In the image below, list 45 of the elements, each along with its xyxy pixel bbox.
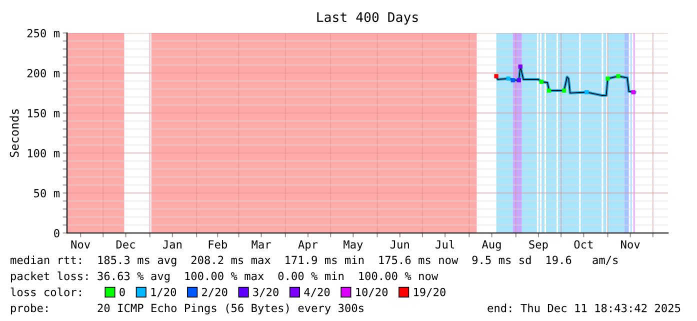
legend-label: 2/20	[202, 288, 228, 298]
y-tick-label: 100 m	[28, 149, 60, 158]
legend-label: 3/20	[253, 288, 278, 298]
x-tick-label: Nov	[621, 240, 640, 249]
y-tick-label: 200 m	[27, 69, 60, 78]
point	[631, 90, 636, 94]
text: end: Thu Dec 11 18:43:42 2025	[488, 304, 680, 312]
x-tick-label: Mar	[252, 240, 271, 249]
x-tick-label: Jun	[390, 240, 409, 249]
x-tick-label: Nov	[71, 240, 90, 249]
point	[606, 76, 610, 81]
point	[494, 74, 498, 78]
text: probe: 20 ICMP Echo Pings (56 Bytes) every 300s	[11, 304, 364, 314]
legend-label: 4/20	[304, 288, 330, 298]
point	[516, 78, 521, 82]
y-tick-label: 0	[54, 229, 60, 238]
point	[546, 88, 552, 93]
text: median rtt: 185.3 ms avg 208.2 ms max 171.9 ms min 175.6 ms now 9.5 ms sd 19.6 am/s	[10, 256, 618, 266]
y-tick-label: 150 m	[28, 109, 60, 118]
text: packet loss: 36.63 % avg 100.00 % max 0.00 % min 100.00 % now	[11, 272, 438, 282]
x-tick-label: Aug	[482, 240, 501, 251]
legend-label: 0	[120, 288, 125, 296]
point	[510, 78, 515, 82]
legend-label: 19/20	[414, 288, 446, 298]
x-tick-label: Oct	[574, 240, 593, 249]
legend-label: 10/20	[356, 288, 388, 298]
x-tick-label: May	[344, 240, 363, 251]
chart-title: Last 400 Days	[317, 12, 418, 25]
y-axis-title: Seconds	[10, 109, 19, 158]
point	[562, 88, 566, 93]
point	[518, 64, 522, 69]
point	[616, 74, 620, 78]
y-tick-label: 250 m	[27, 29, 60, 38]
x-tick-label: Apr	[298, 240, 318, 251]
point	[506, 76, 510, 81]
legend-label: 1/20	[151, 288, 176, 298]
x-tick-label: Jul	[436, 240, 454, 249]
x-tick-label: Sep	[529, 240, 548, 251]
y-tick-label: 50 m	[34, 189, 60, 198]
point	[539, 80, 544, 84]
point	[584, 90, 589, 94]
x-tick-label: Feb	[208, 240, 228, 249]
x-tick-label: Jan	[162, 240, 182, 249]
legend-title: loss color:	[10, 288, 81, 296]
x-tick-label: Dec	[116, 240, 135, 249]
